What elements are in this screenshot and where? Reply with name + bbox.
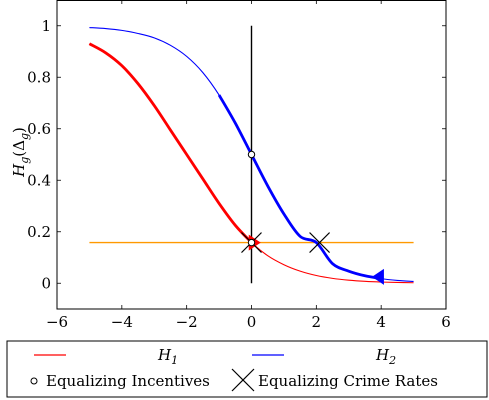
- highlight-segment-h1: [88, 42, 253, 244]
- x-tick-label: −2: [176, 313, 198, 331]
- x-tick-label: 2: [312, 313, 322, 331]
- legend-equalizing-crime-marker: [231, 368, 255, 392]
- y-tick-label: 0.8: [27, 68, 51, 86]
- x-tick-label: −6: [46, 313, 68, 331]
- equalizing-crime-marker: [309, 232, 330, 253]
- y-tick-label: 0.4: [27, 171, 51, 189]
- equalizing-incentives-marker: [247, 150, 256, 159]
- plot-area: [88, 25, 414, 285]
- y-tick-label: 0: [41, 274, 51, 292]
- legend-equalizing-incentives-label: Equalizing Incentives: [46, 372, 210, 390]
- y-tick-label: 0.2: [27, 223, 51, 241]
- equalizing-crime-marker-stroke: [309, 232, 330, 253]
- equalizing-incentives-marker: [247, 238, 256, 247]
- x-tick-label: 4: [376, 313, 386, 331]
- legend-frame: [6, 340, 488, 398]
- legend-h1-label: H1: [157, 346, 178, 367]
- arrow-marker-h2: [371, 268, 384, 285]
- y-tick-label: 1: [41, 17, 51, 35]
- highlight-segment-h2: [217, 94, 382, 280]
- legend-equalizing-incentives-marker: [30, 377, 38, 385]
- y-axis-label: Hg(Δg): [10, 127, 31, 178]
- x-tick-label: −4: [111, 313, 133, 331]
- axes: −6 −4 −2 0 2 4 6 0 0.2 0.4 0.6 0.8 1: [27, 0, 451, 331]
- x-tick-label: 6: [441, 313, 451, 331]
- y-tick-label: 0.6: [27, 120, 51, 138]
- legend-h2-label: H2: [375, 346, 396, 367]
- x-tick-label: 0: [247, 313, 257, 331]
- legend: H1 H2 Equalizing Incentives Equalizing C…: [6, 340, 488, 398]
- legend-equalizing-crime-label: Equalizing Crime Rates: [258, 372, 438, 390]
